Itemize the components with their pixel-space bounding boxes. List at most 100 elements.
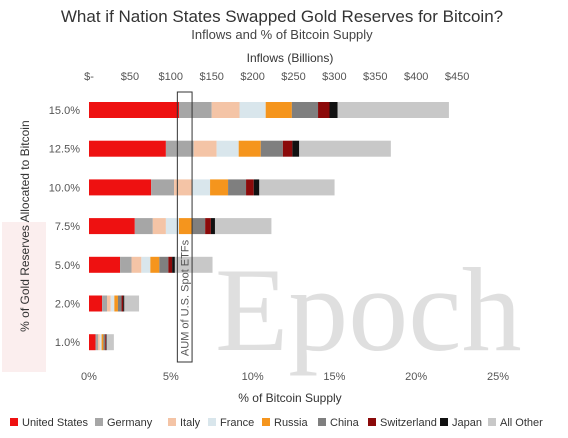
category-axis-ticks: 15.0% 12.5% 10.0% 7.5% 5.0% 2.0% 1.0%	[49, 105, 80, 349]
legend-swatch	[262, 418, 270, 426]
bar-segment-china	[103, 334, 106, 351]
legend-label: Italy	[180, 417, 201, 429]
legend-label: Japan	[452, 417, 482, 429]
category-label: 10.0%	[49, 182, 80, 194]
top-tick-label: $400	[404, 71, 428, 83]
top-axis-ticks: $- $50 $100 $150 $200 $250 $300 $350 $400 $450	[84, 71, 469, 83]
bar-segment-all-other	[214, 218, 272, 235]
category-label: 2.0%	[55, 299, 80, 311]
bar-segment-united-states	[89, 218, 135, 235]
bottom-axis-ticks: 0% 5% 10% 15% 20% 25%	[81, 371, 509, 383]
bottom-axis-label: % of Bitcoin Supply	[238, 391, 341, 405]
bar-segment-france	[239, 102, 266, 118]
bar-segment-italy	[97, 334, 100, 351]
legend-swatch	[168, 418, 176, 426]
bar-segment-all-other	[174, 256, 213, 273]
bar-segment-italy	[131, 256, 142, 273]
bar-segment-china	[260, 140, 283, 157]
legend-label: China	[330, 417, 360, 429]
bar-segment-russia	[114, 295, 118, 312]
bar-segment-germany	[102, 295, 107, 312]
bar-segment-united-states	[89, 179, 152, 196]
category-label: 15.0%	[49, 105, 80, 117]
bottom-tick-label: 0%	[81, 371, 97, 383]
bottom-tick-label: 25%	[487, 371, 509, 383]
legend-swatch	[208, 418, 216, 426]
bar-segment-france	[216, 140, 239, 157]
bar-segment-united-states	[89, 140, 166, 157]
legend-swatch	[10, 418, 18, 426]
bar-segment-united-states	[89, 102, 179, 118]
bar-segment-china	[117, 295, 122, 312]
top-tick-label: $200	[240, 71, 264, 83]
bar-segment-japan	[329, 102, 338, 118]
top-tick-label: $300	[322, 71, 346, 83]
bar-segment-germany	[178, 102, 212, 118]
bar-segment-all-other	[299, 140, 391, 157]
legend-label: United States	[22, 417, 89, 429]
bar-segment-italy	[211, 102, 240, 118]
bar-segment-united-states	[89, 256, 121, 273]
bar-segment-germany	[120, 256, 132, 273]
chart-title: What if Nation States Swapped Gold Reser…	[61, 7, 503, 26]
legend-swatch	[318, 418, 326, 426]
top-axis-label: Inflows (Billions)	[247, 51, 334, 65]
bottom-tick-label: 10%	[242, 371, 264, 383]
chart-subtitle: Inflows and % of Bitcoin Supply	[191, 27, 373, 42]
category-label: 1.0%	[55, 337, 80, 349]
category-label: 5.0%	[55, 260, 80, 272]
top-tick-label: $350	[363, 71, 387, 83]
bar-segment-all-other	[337, 102, 449, 118]
bar-segment-russia	[150, 256, 160, 273]
bottom-tick-label: 15%	[323, 371, 345, 383]
top-tick-label: $250	[281, 71, 305, 83]
bar-segment-italy	[174, 179, 193, 196]
category-label: 7.5%	[55, 221, 80, 233]
bar-segment-united-states	[89, 334, 96, 351]
bar-segment-france	[165, 218, 179, 235]
watermark-logo-block	[2, 222, 46, 372]
bar-segment-germany	[134, 218, 153, 235]
bar-segment-switzerland	[121, 295, 124, 312]
legend-label: France	[220, 417, 254, 429]
bar-segment-germany	[165, 140, 194, 157]
top-tick-label: $50	[121, 71, 139, 83]
bar-segment-japan	[292, 140, 300, 157]
bar-segment-japan	[210, 218, 215, 235]
bar-segment-russia	[210, 179, 229, 196]
bar-segment-united-states	[89, 295, 103, 312]
bar-segment-italy	[193, 140, 217, 157]
legend-label: Switzerland	[380, 417, 437, 429]
bar-segment-france	[110, 295, 115, 312]
legend-label: Germany	[107, 417, 153, 429]
bar-segment-france	[141, 256, 151, 273]
bar-segment-japan	[123, 295, 125, 312]
top-tick-label: $450	[445, 71, 469, 83]
epoch-watermark: Epoch	[2, 222, 522, 376]
legend-swatch	[368, 418, 376, 426]
top-tick-label: $100	[159, 71, 183, 83]
bar-segment-germany	[151, 179, 175, 196]
bottom-tick-label: 20%	[405, 371, 427, 383]
legend-label: All Other	[500, 417, 543, 429]
bar-segment-switzerland	[205, 218, 211, 235]
bar-segment-china	[192, 218, 206, 235]
watermark-text: Epoch	[215, 243, 522, 376]
bar-segment-france	[99, 334, 102, 351]
bar-segment-all-other	[124, 295, 140, 312]
bar-segment-china	[228, 179, 247, 196]
legend: United States Germany Italy France Russia Chi…	[10, 417, 543, 429]
y-axis-label: % of Gold Reserves Allocated to Bitcoin	[18, 120, 32, 331]
legend-swatch	[440, 418, 448, 426]
bar-segment-all-other	[106, 334, 114, 351]
bar-segments	[89, 102, 449, 351]
bottom-tick-label: 5%	[163, 371, 179, 383]
bar-segment-japan	[172, 256, 175, 273]
bar-segment-russia	[265, 102, 292, 118]
bar-segment-switzerland	[318, 102, 330, 118]
bar-segment-all-other	[259, 179, 335, 196]
bar-segment-italy	[106, 295, 111, 312]
bar-segment-switzerland	[168, 256, 173, 273]
bar-segment-germany	[95, 334, 98, 351]
